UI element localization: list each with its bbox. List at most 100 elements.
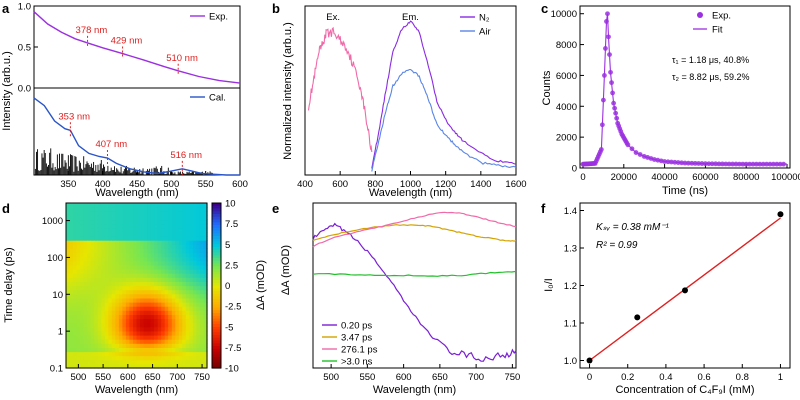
y-axis-label: Time delay (ps) [3,247,15,322]
x-tick-label: 550 [359,372,375,383]
heatmap-cell [80,330,85,336]
heatmap-cell [147,302,152,307]
data-point [586,357,593,364]
colorbar-segment [212,288,221,292]
x-tick-label: 550 [95,372,111,383]
heatmap-cell [161,363,166,369]
heatmap-cell [203,289,208,295]
heatmap-cell [76,314,81,320]
heatmap-cell [185,363,190,369]
heatmap-cell [164,244,169,249]
heatmap-cell [164,231,169,237]
heatmap-cell [154,306,159,311]
heatmap-cell [101,273,106,278]
heatmap-cell [157,302,162,307]
heatmap-cell [161,322,166,328]
heatmap-cell [133,359,138,365]
heatmap-cell [104,248,109,254]
heatmap-cell [161,231,166,237]
heatmap-cell [66,248,71,254]
heatmap-cell [104,339,109,344]
heatmap-cell [76,215,81,221]
heatmap-cell [161,297,166,303]
heatmap-cell [199,244,204,249]
heatmap-cell [164,281,169,287]
heatmap-cell [118,330,123,336]
heatmap-cell [76,256,81,262]
x-tick-label: 20000 [611,172,637,183]
heatmap-cell [115,355,120,361]
heatmap-cell [97,203,102,208]
heatmap-cell [66,269,71,274]
heatmap-cell [118,277,123,282]
heatmap-cell [171,252,176,258]
heatmap-cell [83,244,88,249]
heatmap-cell [136,252,141,258]
heatmap-cell [168,355,173,361]
heatmap-cell [199,297,204,303]
heatmap-cell [101,277,106,282]
heatmap-cell [104,314,109,320]
heatmap-cell [69,207,74,212]
heatmap-cell [104,297,109,303]
heatmap-cell [80,306,85,311]
heatmap-cell [185,231,190,237]
heatmap-cell [122,351,127,357]
heatmap-cell [133,252,138,258]
heatmap-cell [185,330,190,336]
heatmap-cell [76,219,81,225]
heatmap-cell [125,240,130,245]
heatmap-cell [94,207,99,212]
heatmap-cell [108,363,113,369]
heatmap-cell [168,351,173,357]
heatmap-cell [90,285,95,291]
heatmap-cell [118,363,123,369]
heatmap-cell [97,318,102,324]
heatmap-cell [161,330,166,336]
heatmap-cell [122,314,127,320]
heatmap-cell [150,215,155,221]
heatmap-cell [182,343,187,348]
colorbar-segment [212,326,221,331]
heatmap-cell [97,351,102,357]
heatmap-cell [118,297,123,303]
heatmap-cell [108,351,113,357]
heatmap-cell [192,281,197,287]
heatmap-cell [69,293,74,299]
heatmap-cell [90,231,95,237]
heatmap-cell [161,310,166,315]
x-tick-label: 1400 [470,179,491,190]
heatmap-cell [150,207,155,212]
heatmap-cell [129,335,134,340]
y-axis-label: ΔA (mOD) [255,260,267,310]
heatmap-cell [154,293,159,299]
heatmap-cell [199,260,204,266]
heatmap-cell [136,310,141,315]
heatmap-cell [136,322,141,328]
heatmap-cell [133,310,138,315]
heatmap-cell [118,240,123,245]
heatmap-cell [136,297,141,303]
heatmap-cell [122,281,127,287]
heatmap-cell [164,203,169,208]
heatmap-cell [140,256,145,262]
heatmap-cell [140,285,145,291]
heatmap-cell [80,269,85,274]
heatmap-cell [108,343,113,348]
heatmap-cell [154,231,159,237]
heatmap-cell [87,293,92,299]
heatmap-cell [178,240,183,245]
heatmap-cell [125,244,130,249]
heatmap-cell [108,227,113,233]
heatmap-cell [90,363,95,369]
heatmap-cell [87,302,92,307]
heatmap-cell [189,252,194,258]
legend-label-exp: Exp. [209,12,228,23]
heatmap-cell [125,318,130,324]
heatmap-cell [168,293,173,299]
heatmap-cell [154,264,159,270]
heatmap-cell [136,260,141,266]
heatmap-cell [164,227,169,233]
heatmap-cell [196,236,201,241]
heatmap-cell [147,256,152,262]
